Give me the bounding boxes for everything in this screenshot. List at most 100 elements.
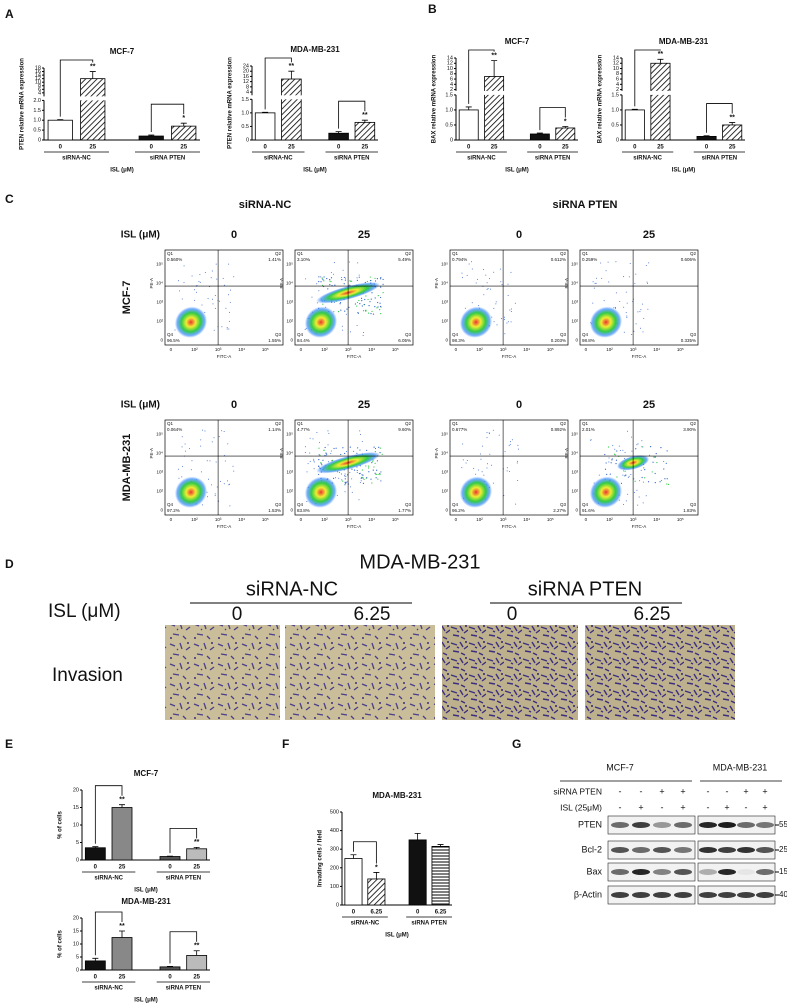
quadrant-percent: 96.2% [452,508,465,513]
event-dot [486,467,488,469]
x-tick-label: 0 [170,517,173,522]
event-dot [608,461,610,463]
event-dot [211,441,213,443]
event-dot [629,262,631,264]
y-tick-label: 10⁵ [571,431,578,436]
event-dot [313,460,315,462]
event-dot [625,474,627,476]
event-dot [229,505,231,507]
event-dot [190,469,192,471]
dose-header: 0 [516,399,522,411]
marker-label: 25 [779,845,787,854]
y-tick-label: 10⁵ [286,261,293,266]
event-cluster [304,476,338,508]
event-dot [179,290,181,292]
event-dot [600,262,602,264]
event-dot [368,465,370,467]
event-dot [356,305,358,307]
event-dot [611,459,613,461]
y-tick-label: 0 [575,507,578,512]
x-tick-label: 0 [300,347,303,352]
error-bar [729,122,736,125]
event-dot [606,473,608,476]
x-tick-label: 25 [362,145,369,151]
event-dot [219,480,221,482]
quadrant-percent: 0.560% [167,257,182,262]
event-dot [511,439,513,441]
quadrant-percent: 1.14% [268,427,281,432]
event-dot [358,276,360,278]
event-dot [643,317,645,319]
y-axis-label: PTEN relative mRNA expression [228,57,234,149]
event-dot [464,307,466,309]
quadrant-name: Q1 [582,251,589,256]
quadrant-name: Q4 [582,502,589,507]
quadrant-name: Q1 [452,421,459,426]
y-tick-label: 10⁵ [156,261,163,266]
event-dot [480,458,482,460]
event-dot [330,272,332,274]
dose-header: 25 [643,229,655,241]
event-dot [608,281,610,283]
error-bar [180,122,187,127]
event-dot [349,472,351,474]
event-dot [194,299,196,301]
event-dot [493,271,495,273]
group-label: siRNA-NC [94,876,123,882]
bar [254,112,276,141]
event-dot [598,474,600,476]
marker-label: 15 [779,867,787,876]
event-dot [333,261,335,263]
event-dot [183,282,185,284]
y-tick-label: 10² [156,488,163,493]
event-dot [362,310,365,312]
blot-band [718,892,736,898]
quadrant-name: Q2 [560,421,567,426]
event-dot [359,303,361,305]
event-dot [348,261,350,263]
event-dot [654,456,656,458]
event-dot [320,461,322,464]
event-dot [379,278,382,280]
event-dot [223,431,225,433]
event-dot [377,301,379,304]
event-dot [380,286,382,288]
error-bar [57,119,64,121]
condition-sign: + [680,802,685,812]
quadrant-name: Q3 [560,502,567,507]
event-dot [311,296,313,298]
event-dot [627,493,629,495]
quadrant-name: Q3 [275,332,282,337]
event-dot [504,333,506,335]
dose-header: 0 [507,604,518,625]
event-dot [229,289,231,291]
y-tick-label: 10 [447,66,453,72]
event-dot [640,327,642,329]
event-dot [309,437,311,439]
event-dot [506,322,508,324]
y-tick-label: 10² [286,318,293,323]
event-dot [330,277,333,279]
event-dot [215,263,217,265]
blot-band [653,847,671,853]
event-dot [613,453,616,455]
event-dot [340,309,342,311]
event-dot [358,472,361,475]
event-dot [339,301,342,304]
x-tick-label: 10⁴ [523,347,530,352]
x-tick-label: 0 [59,145,63,151]
event-dot [359,449,361,451]
x-axis-label: FITC-A [502,354,517,359]
event-dot [647,308,649,310]
event-dot [369,301,371,303]
y-tick-label: 4 [450,82,453,88]
event-dot [624,470,626,472]
bar [650,62,671,141]
event-dot [516,462,518,464]
y-tick-label: 0 [76,857,79,863]
y-tick-label: 20 [73,915,79,921]
blot-band [611,869,629,875]
event-dot [343,276,345,279]
quadrant-name: Q3 [405,332,412,337]
event-dot [354,303,357,305]
